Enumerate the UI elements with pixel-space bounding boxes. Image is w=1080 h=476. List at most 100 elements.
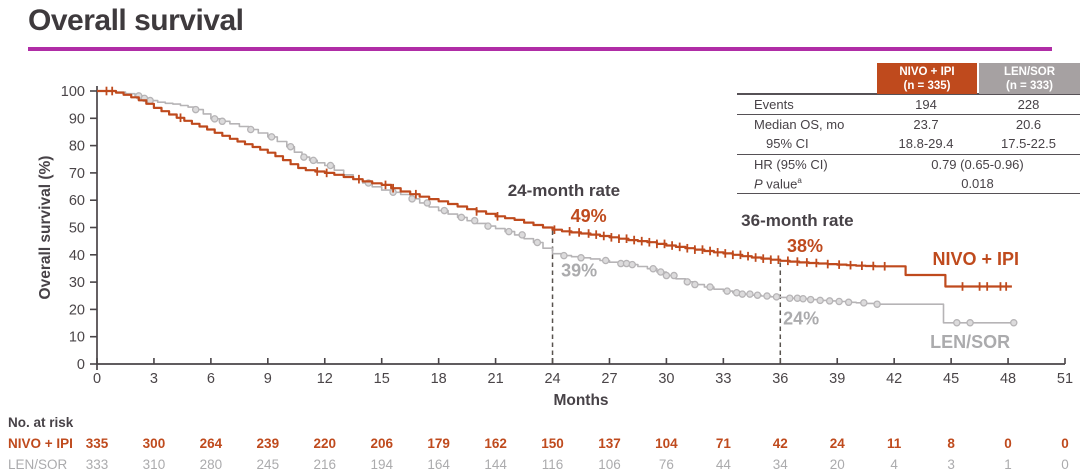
stats-column-n: (n = 333) (1006, 80, 1053, 93)
stats-row-value: 20.6 (1015, 117, 1042, 133)
x-tick-label: 33 (715, 371, 731, 387)
risk-value: 194 (370, 457, 393, 472)
stats-table: NIVO + IPI (n = 335) LEN/SOR (n = 333) Event… (737, 63, 1080, 194)
stats-row-value-span: 0.79 (0.65-0.96) (931, 156, 1024, 172)
risk-row-label-nivo-ipi: NIVO + IPI (8, 436, 73, 451)
censor-circle (683, 278, 692, 286)
stats-column-label: LEN/SOR (1003, 66, 1056, 78)
stats-row-label: 95% CI (766, 136, 809, 152)
risk-value: 4 (890, 457, 898, 472)
risk-value: 206 (370, 436, 393, 451)
risk-value: 1 (1004, 457, 1012, 472)
stats-row-value: 228 (1017, 97, 1040, 113)
stats-header-spacer (737, 63, 875, 94)
censor-circle (799, 295, 807, 303)
x-tick-label: 36 (772, 371, 788, 387)
x-tick-label: 12 (317, 371, 333, 387)
annotation-rate-24-lensor: 39% (561, 261, 597, 281)
censor-circle (825, 297, 834, 305)
y-tick-label: 100 (61, 84, 85, 100)
censor-circle (210, 115, 219, 123)
y-tick-label: 70 (69, 166, 85, 182)
annotation-rate-24-nivo: 49% (571, 206, 607, 226)
censor-circle (518, 231, 526, 239)
censor-circle (628, 260, 636, 269)
risk-value: 42 (773, 436, 788, 451)
annotation-curve-label-lensor: LEN/SOR (930, 332, 1010, 352)
y-tick-label: 80 (69, 139, 85, 155)
censor-circle (577, 254, 585, 262)
censor-circle (662, 271, 671, 280)
annotation-rate-24-title: 24-month rate (508, 181, 620, 200)
annotation-rate-36-lensor: 24% (783, 308, 819, 328)
risk-value: 280 (200, 457, 223, 472)
y-tick-label: 60 (69, 193, 85, 209)
censor-circle (723, 287, 731, 295)
risk-value: 3 (947, 457, 955, 472)
risk-value: 20 (830, 457, 845, 472)
annotation-rate-36-title: 36-month rate (741, 211, 853, 230)
censor-circle (746, 290, 754, 298)
censor-circle (533, 238, 542, 247)
censor-circle (286, 142, 295, 151)
risk-value: 150 (541, 436, 564, 451)
censor-circle (1010, 319, 1018, 327)
y-tick-label: 50 (69, 221, 85, 237)
stats-column-header-nivo-ipi: NIVO + IPI (n = 335) (877, 63, 977, 94)
censor-circle (656, 268, 665, 276)
censor-circle (326, 161, 335, 170)
risk-value: 0 (1004, 436, 1012, 451)
y-tick-label: 10 (69, 330, 85, 346)
risk-value: 239 (257, 436, 280, 451)
x-tick-label: 21 (488, 371, 504, 387)
y-tick-label: 20 (69, 302, 85, 318)
censor-circle (601, 256, 610, 265)
risk-value: 245 (257, 457, 280, 472)
risk-value: 106 (598, 457, 621, 472)
risk-value: 104 (655, 436, 678, 451)
censor-circle (953, 319, 961, 327)
x-tick-label: 6 (207, 371, 215, 387)
x-tick-label: 27 (601, 371, 617, 387)
censor-circle (806, 295, 815, 304)
censor-circle (246, 125, 255, 134)
censor-circle (423, 199, 432, 207)
censor-circle (706, 283, 714, 291)
censor-circle (835, 297, 843, 306)
censor-circle (505, 227, 513, 236)
risk-table-title: No. at risk (8, 415, 74, 430)
censor-circle (844, 298, 853, 307)
stats-row-label: Median OS, mo (754, 117, 845, 133)
censor-circle (753, 291, 762, 299)
risk-value: 44 (716, 457, 732, 472)
stats-row: Median OS, mo 23.7 20.6 (737, 115, 1080, 134)
censor-circle (267, 133, 276, 141)
stats-row-label: HR (95% CI) (754, 156, 828, 172)
censor-circle (191, 105, 200, 114)
annotation-curve-label-nivo: NIVO + IPI (933, 249, 1020, 269)
risk-value: 300 (143, 436, 166, 451)
y-tick-label: 90 (69, 111, 85, 127)
x-tick-label: 39 (829, 371, 845, 387)
risk-value: 0 (1061, 457, 1069, 472)
censor-circle (408, 195, 416, 203)
risk-value: 71 (716, 436, 732, 451)
censor-circle (649, 264, 657, 273)
risk-value: 11 (887, 436, 902, 451)
x-axis-title: Months (553, 392, 608, 409)
x-tick-label: 3 (150, 371, 158, 387)
x-tick-label: 24 (544, 371, 560, 387)
censor-circle (738, 290, 747, 298)
series-line-nivo-ipi (97, 89, 1012, 288)
censor-circle (218, 117, 227, 126)
y-tick-label: 30 (69, 275, 85, 291)
stats-row: P valuea 0.018 (737, 174, 1080, 194)
stats-row-value: 18.8-29.4 (898, 136, 954, 152)
censor-circle (560, 251, 568, 260)
censor-circle (670, 271, 678, 280)
risk-value: 8 (947, 436, 955, 451)
stats-row-label: Events (754, 97, 794, 113)
risk-value: 179 (427, 436, 450, 451)
y-tick-label: 40 (69, 248, 85, 264)
